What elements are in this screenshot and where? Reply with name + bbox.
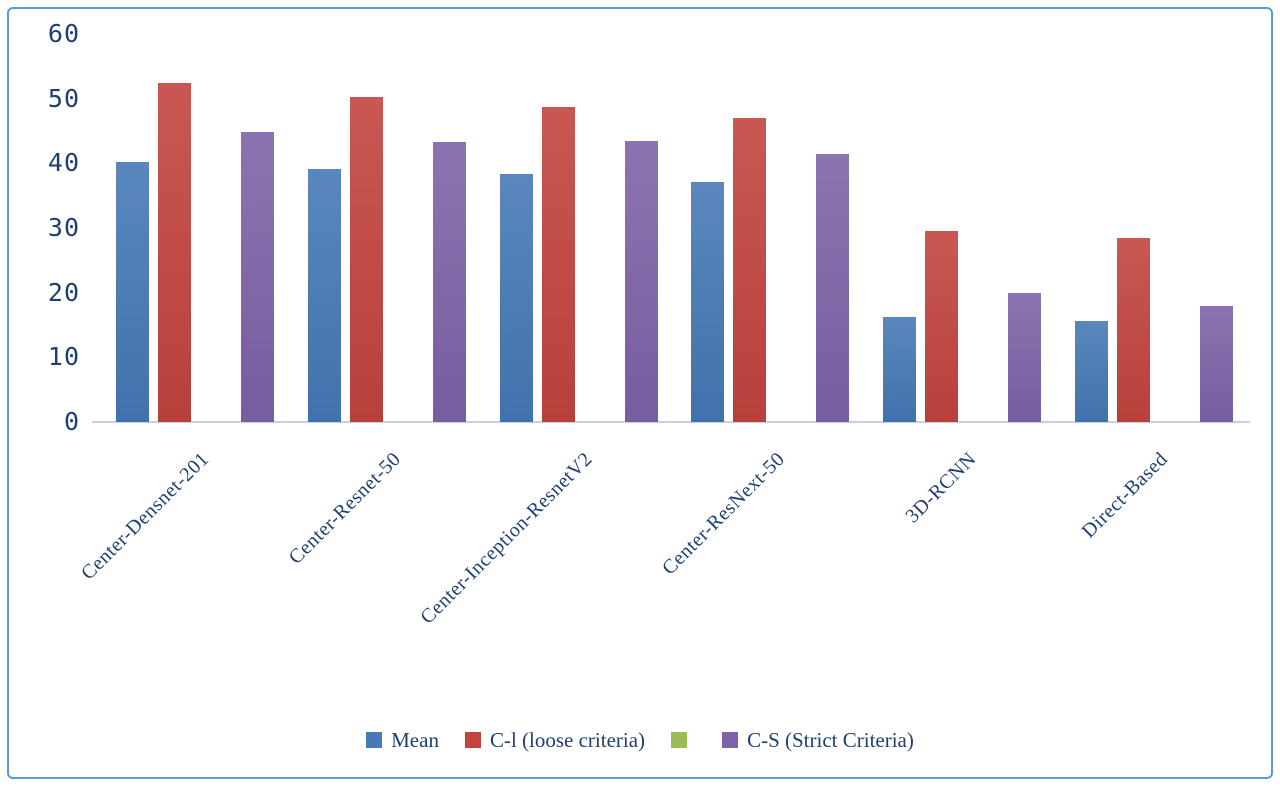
bar (307, 169, 341, 422)
legend-label: C-l (loose criteria) (489, 727, 646, 752)
bar (925, 230, 959, 422)
bar (432, 141, 466, 422)
bar (241, 131, 274, 422)
y-tick-label: 50 (47, 83, 80, 113)
y-tick-label: 0 (63, 407, 80, 436)
y-tick-label: 60 (47, 19, 80, 48)
legend-item: C-l (loose criteria) (464, 727, 646, 753)
x-axis-line (92, 421, 1250, 423)
legend-label: C-S (Strict Criteria) (747, 727, 914, 752)
bar (1075, 321, 1108, 422)
bar (1200, 306, 1233, 422)
y-tick-label: 30 (47, 213, 80, 242)
legend-label: Mean (391, 727, 439, 752)
legend-item (671, 732, 696, 748)
bar (1008, 292, 1042, 422)
legend-swatch-icon (366, 732, 383, 748)
legend-swatch-icon (722, 732, 739, 748)
bar (499, 174, 533, 422)
legend-swatch-icon (671, 732, 688, 748)
bar (349, 97, 383, 422)
bar (158, 83, 191, 422)
y-tick-label: 10 (47, 342, 80, 372)
legend: Mean C-l (loose criteria) C-S (Strict Crit… (0, 720, 1280, 760)
bar (541, 107, 575, 422)
legend-item: Mean (366, 728, 439, 753)
bar (624, 141, 658, 422)
y-tick-label: 40 (47, 148, 80, 178)
bar (733, 118, 767, 422)
bar (116, 162, 149, 422)
bar (691, 182, 725, 422)
bar (1117, 237, 1150, 422)
bar (883, 316, 917, 422)
legend-item: C-S (Strict Criteria) (722, 728, 914, 753)
bar (816, 153, 850, 422)
legend-swatch-icon (464, 732, 481, 748)
y-tick-label: 20 (47, 277, 80, 307)
